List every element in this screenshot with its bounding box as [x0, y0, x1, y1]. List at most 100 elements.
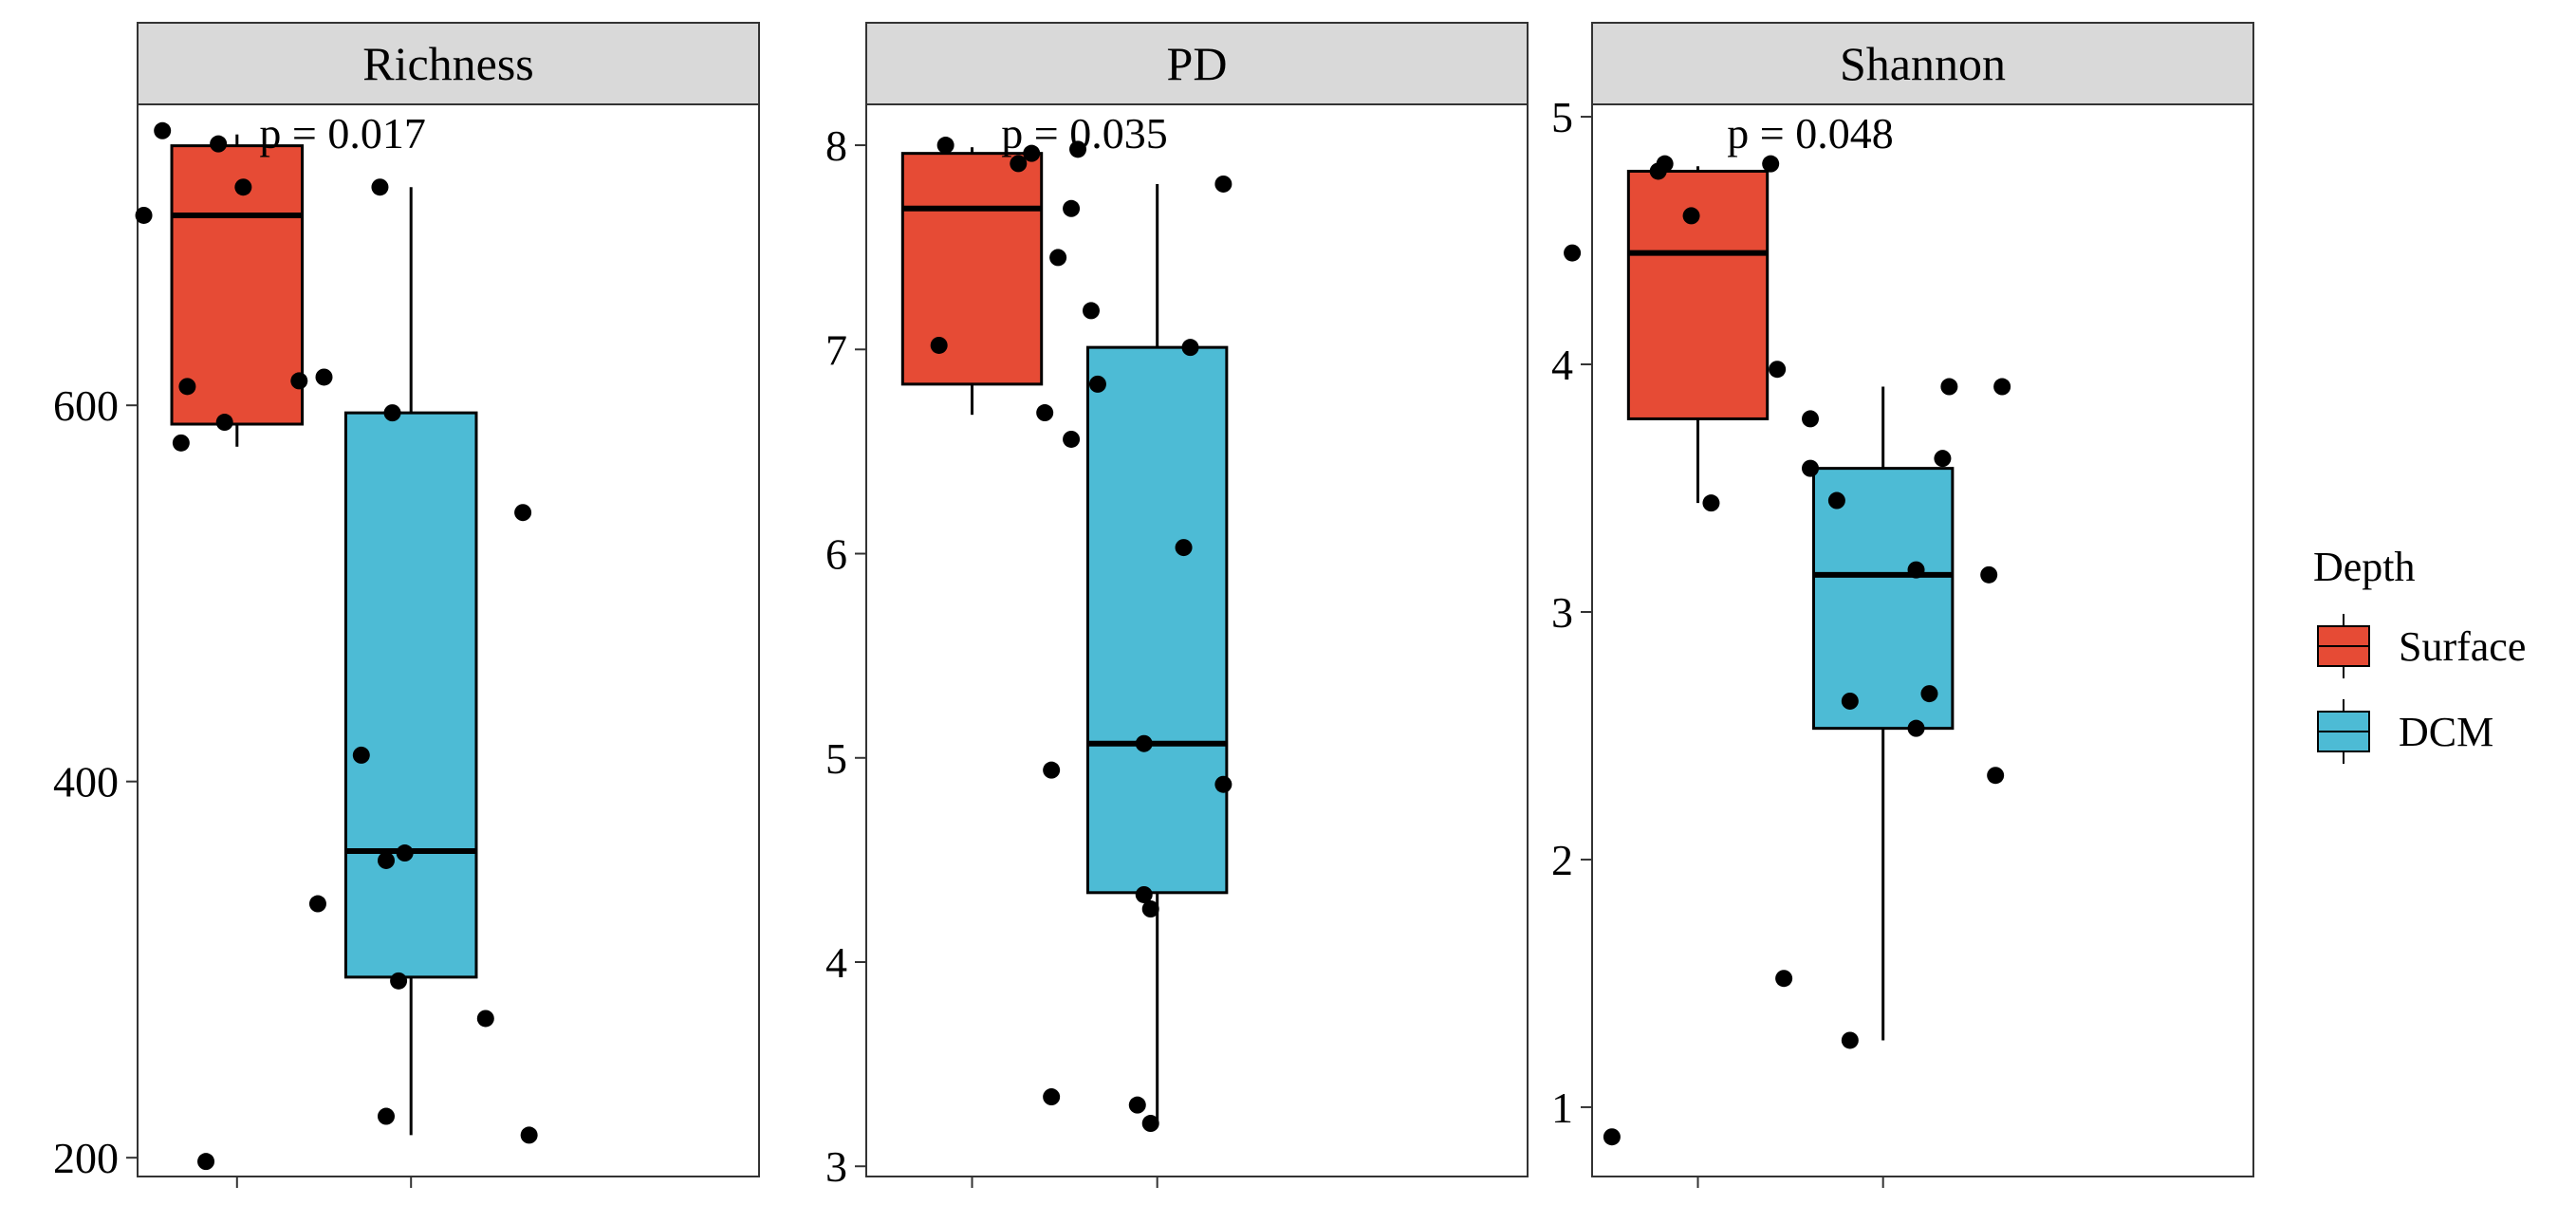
data-point	[1175, 539, 1193, 557]
data-point	[1214, 775, 1232, 793]
legend-label-surface: Surface	[2399, 623, 2526, 670]
data-point	[1980, 565, 1998, 584]
data-point	[1214, 175, 1232, 193]
data-point	[936, 137, 954, 155]
data-point	[1907, 561, 1925, 579]
data-point	[1063, 199, 1081, 217]
data-point	[1762, 155, 1780, 173]
data-point	[234, 178, 252, 196]
y-tick-label: 7	[825, 325, 847, 374]
legend-key-surface	[2317, 614, 2370, 678]
y-tick-label: 2	[1551, 836, 1573, 884]
data-point	[178, 378, 196, 396]
panel-border	[137, 103, 760, 1177]
data-point	[1702, 494, 1720, 512]
y-tick-label: 6	[825, 530, 847, 579]
data-point	[1181, 339, 1199, 357]
data-point	[1603, 1128, 1621, 1146]
facet-title: Shannon	[1840, 37, 2006, 90]
data-point	[396, 844, 414, 862]
data-point	[1036, 404, 1054, 422]
facet-strip	[865, 22, 1529, 105]
panel-border	[865, 103, 1529, 1177]
facet-panels: Richness 200 400 600 p = 0.017 PD 3 4 5 6 7 8 p = 0.…	[53, 22, 2254, 1191]
y-tick-label: 5	[1551, 93, 1573, 141]
data-point	[154, 121, 172, 139]
data-point	[1010, 155, 1028, 173]
data-point	[352, 746, 370, 764]
y-tick-label: 1	[1551, 1084, 1573, 1132]
data-point	[1907, 719, 1925, 737]
data-point	[383, 404, 401, 422]
y-tick-label: 200	[53, 1134, 119, 1182]
box-surface	[900, 152, 1044, 386]
y-tick-label: 8	[825, 121, 847, 170]
data-point	[520, 1126, 538, 1144]
data-point	[1128, 1096, 1146, 1114]
facet-shannon: Shannon 1 2 3 4 5 p = 0.048	[1551, 22, 2254, 1188]
data-point	[1920, 685, 1938, 703]
box-dcm	[343, 411, 478, 979]
data-point	[1082, 302, 1100, 320]
data-point	[1802, 410, 1820, 428]
data-point	[197, 1153, 215, 1171]
data-point	[290, 372, 308, 390]
data-point	[1649, 162, 1667, 180]
data-point	[371, 178, 389, 196]
y-tick-label: 4	[1551, 341, 1573, 389]
data-point	[1063, 430, 1081, 448]
facet-title: PD	[1167, 37, 1228, 90]
data-point	[1802, 459, 1820, 477]
data-point	[172, 434, 190, 452]
box-dcm	[1085, 345, 1229, 895]
data-point	[315, 368, 333, 386]
data-point	[1141, 900, 1159, 918]
facet-title: Richness	[362, 37, 534, 90]
y-tick-label: 400	[53, 758, 119, 806]
data-point	[1088, 375, 1106, 393]
panel-border	[1591, 103, 2254, 1177]
legend-label-dcm: DCM	[2399, 709, 2493, 755]
data-point	[1023, 144, 1041, 162]
data-point	[390, 972, 408, 990]
box-dcm	[1811, 467, 1955, 731]
data-point	[215, 414, 233, 432]
y-tick-label: 4	[825, 938, 847, 987]
p-value-label: p = 0.048	[1727, 109, 1893, 158]
data-point	[1987, 767, 2005, 785]
data-point	[378, 851, 395, 869]
facet-pd: PD 3 4 5 6 7 8 p = 0.035	[825, 22, 1529, 1191]
y-tick-label: 5	[825, 734, 847, 783]
p-value-label: p = 0.035	[1001, 109, 1167, 158]
data-point	[476, 1010, 494, 1028]
data-point	[1069, 140, 1087, 158]
facet-strip	[137, 22, 760, 105]
data-point	[1043, 761, 1061, 779]
y-tick-label: 3	[825, 1142, 847, 1191]
data-point	[378, 1107, 395, 1125]
data-point	[1841, 1031, 1859, 1049]
data-point	[1827, 491, 1845, 510]
data-point	[1049, 249, 1067, 267]
p-value-label: p = 0.017	[259, 109, 425, 158]
data-point	[1564, 244, 1582, 262]
data-point	[1775, 970, 1793, 988]
data-point	[1135, 885, 1153, 903]
box-surface	[1626, 169, 1770, 420]
data-point	[1135, 734, 1153, 752]
y-tick-label: 3	[1551, 588, 1573, 637]
data-point	[1940, 378, 1958, 396]
data-point	[1141, 1115, 1159, 1133]
data-point	[930, 336, 948, 354]
legend-title: Depth	[2313, 544, 2416, 590]
data-point	[210, 135, 228, 153]
data-point	[1682, 207, 1700, 225]
data-point	[1993, 378, 2011, 396]
data-point	[308, 895, 326, 913]
legend-key-dcm	[2317, 699, 2370, 764]
data-point	[135, 206, 153, 224]
data-point	[514, 504, 532, 522]
y-tick-label: 600	[53, 381, 119, 430]
facet-strip	[1591, 22, 2254, 105]
data-point	[1769, 361, 1787, 379]
